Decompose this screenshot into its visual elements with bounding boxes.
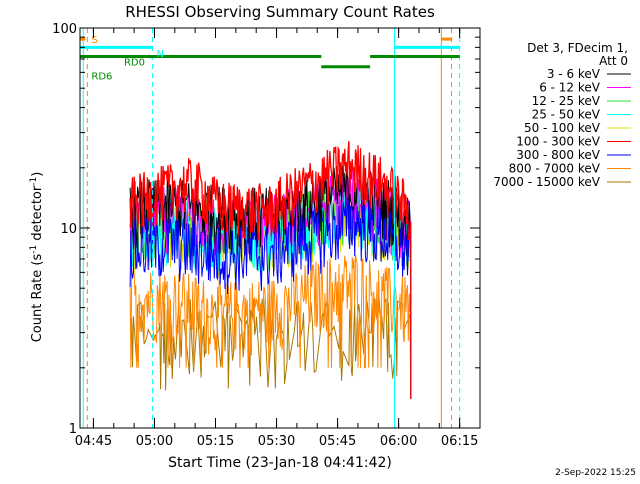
y-tick-label: 10 bbox=[60, 222, 77, 237]
legend-item-label: 800 - 7000 keV bbox=[509, 162, 601, 176]
y-label-mid: detector bbox=[30, 185, 45, 245]
chart-title: RHESSI Observing Summary Count Rates bbox=[125, 3, 435, 21]
state-label-n: N bbox=[157, 49, 164, 60]
series-line-800-7000-kev bbox=[129, 254, 412, 399]
annotation-layer: S N RD0 RD6 bbox=[80, 28, 461, 428]
legend-item-label: 50 - 100 keV bbox=[524, 121, 601, 135]
legend-item-label: 12 - 25 keV bbox=[532, 94, 601, 108]
y-tick-label: 1 bbox=[69, 422, 77, 437]
y-label-exp2: -1 bbox=[29, 177, 39, 186]
x-tick-label: 05:45 bbox=[319, 434, 356, 449]
y-label-end: ) bbox=[30, 172, 45, 177]
y-label-exp1: -1 bbox=[29, 245, 39, 254]
x-tick-label: 06:00 bbox=[380, 434, 417, 449]
y-axis-label: Count Rate (s-1 detector-1) bbox=[29, 172, 45, 343]
y-tick-label: 100 bbox=[52, 22, 77, 37]
legend-header-line: Det 3, FDecim 1, bbox=[527, 41, 628, 55]
state-label-rd0: RD0 bbox=[124, 57, 145, 68]
x-tick-label: 05:00 bbox=[136, 434, 173, 449]
legend-item-label: 300 - 800 keV bbox=[516, 148, 600, 162]
y-label-main: Count Rate (s bbox=[30, 254, 45, 343]
x-axis-label: Start Time (23-Jan-18 04:41:42) bbox=[168, 455, 392, 471]
series-line-100-300-kev bbox=[129, 141, 412, 399]
axes-layer: 1 10 100 04:45 05:00 05:15 05:30 05:45 06:00 06:1… bbox=[52, 22, 481, 449]
x-tick-label: 05:15 bbox=[197, 434, 234, 449]
state-label-s: S bbox=[91, 35, 97, 46]
legend-item-label: 6 - 12 keV bbox=[539, 81, 601, 95]
legend-item-label: 7000 - 15000 keV bbox=[493, 175, 600, 189]
legend-header-line: Att 0 bbox=[599, 54, 628, 68]
state-label-rd6: RD6 bbox=[91, 71, 112, 82]
x-tick-label: 04:45 bbox=[75, 434, 112, 449]
legend-item-label: 3 - 6 keV bbox=[547, 67, 601, 81]
footer-date: 2-Sep-2022 15:25 bbox=[555, 468, 636, 478]
legend-item-label: 100 - 300 keV bbox=[516, 135, 600, 149]
series-line-300-800-kev bbox=[129, 196, 412, 399]
legend-item-label: 25 - 50 keV bbox=[532, 108, 601, 122]
x-tick-label: 06:15 bbox=[441, 434, 478, 449]
x-tick-label: 05:30 bbox=[258, 434, 295, 449]
series-layer bbox=[129, 141, 412, 399]
